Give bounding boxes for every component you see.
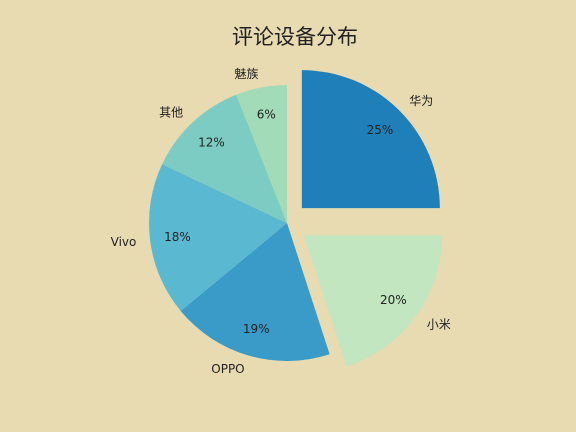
pie-slices <box>149 70 442 367</box>
slice-category-label: 其他 <box>159 105 183 119</box>
slice-category-label: 华为 <box>409 94 433 108</box>
slice-percent-label: 12% <box>198 136 225 150</box>
slice-category-label: Vivo <box>111 235 137 249</box>
slice-percent-label: 25% <box>367 123 394 137</box>
pie-slice <box>162 94 287 223</box>
slice-percent-label: 20% <box>380 293 407 307</box>
pie-labels: 25% 华为 20% 小米 19% OPPO 18% Vivo 12% 其他 6% 魅族 <box>111 66 451 376</box>
slice-category-label: 小米 <box>427 318 451 332</box>
pie-slice <box>180 223 330 361</box>
pie-slice <box>149 164 287 311</box>
chart-title: 评论设备分布 <box>232 25 358 49</box>
pie-slice <box>301 70 440 209</box>
slice-category-label: OPPO <box>211 362 244 376</box>
slice-percent-label: 19% <box>243 322 270 336</box>
slice-percent-label: 18% <box>164 230 191 244</box>
pie-slice <box>303 235 442 367</box>
slice-percent-label: 6% <box>257 108 276 122</box>
slice-category-label: 魅族 <box>235 66 259 81</box>
pie-slice <box>236 85 287 223</box>
